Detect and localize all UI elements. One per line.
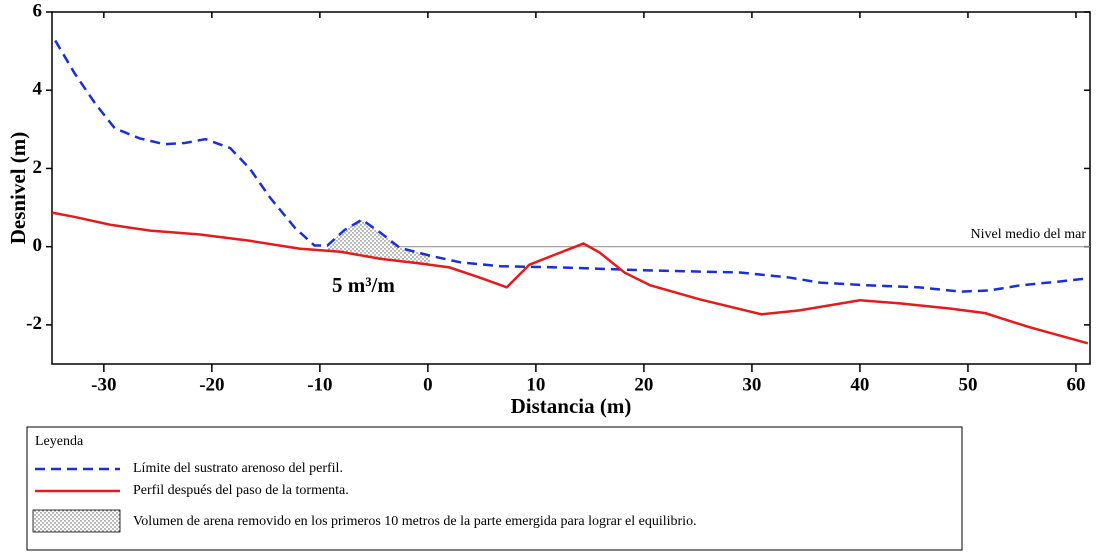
x-tick-label: 40 [850,374,869,395]
y-tick-label: 4 [33,79,43,100]
legend-label: Perfil después del paso de la tormenta. [133,483,349,498]
y-tick-label: 0 [33,235,43,256]
x-tick-label: 30 [742,374,761,395]
y-axis-label: Desnivel (m) [6,132,30,245]
y-tick-label: -2 [26,313,42,334]
x-tick-label: 20 [634,374,653,395]
legend-label: Volumen de arena removido en los primero… [133,514,697,529]
legend-box [26,426,963,551]
shade-annotation: 5 m³/m [332,273,395,297]
legend-swatch [32,509,121,533]
x-tick-label: -10 [307,374,332,395]
series-line [54,39,1088,293]
y-tick-label: 2 [33,157,43,178]
x-tick-label: 60 [1066,374,1085,395]
x-tick-label: -20 [199,374,224,395]
x-tick-label: -30 [91,374,116,395]
legend-label: Límite del sustrato arenoso del perfil. [133,461,343,476]
x-axis-label: Distancia (m) [511,394,632,418]
x-tick-label: 0 [423,374,433,395]
y-tick-label: 6 [33,0,43,21]
series-line [51,211,1089,345]
x-tick-label: 50 [958,374,977,395]
plot-frame [51,11,1091,365]
legend-title: Leyenda [35,434,84,449]
reference-label: Nivel medio del mar [971,227,1087,242]
x-tick-label: 10 [526,374,545,395]
